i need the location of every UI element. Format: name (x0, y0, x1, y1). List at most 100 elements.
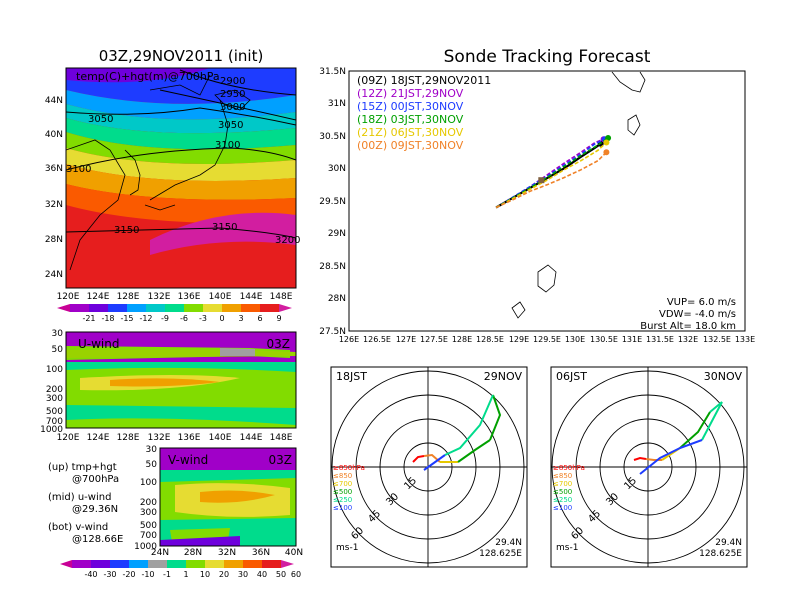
pressure-entry: ≤850 (553, 472, 572, 480)
map-lat-tick: 28N (45, 235, 63, 245)
uwind-lon-tick: 144E (240, 433, 263, 443)
uwind-lon-tick: 120E (57, 433, 80, 443)
tracking-lon-tick: 129.5E (533, 335, 561, 344)
pressure-entry: ≤850 (333, 472, 352, 480)
tracking-lat-tick: 31.5N (319, 67, 346, 77)
hodograph-1-time: 18JST (336, 370, 367, 383)
tracking-coastlines (511, 71, 646, 319)
colorbar-tick: 40 (257, 570, 267, 579)
tracking-lon-tick: 127.5E (420, 335, 448, 344)
uwind-p-tick: 700 (46, 417, 63, 427)
uwind-p-tick: 50 (52, 345, 64, 355)
hodograph-1-lat: 29.4N (495, 538, 522, 548)
vwind-label: V-wind (168, 453, 208, 467)
contour-label: 3050 (88, 114, 113, 125)
track-lines (495, 135, 612, 209)
colorbar-tick: -9 (161, 314, 169, 323)
vwind-field (160, 448, 296, 546)
map-contour-labels: 2900 2950 3000 3050 3050 3100 3100 3150 … (66, 76, 300, 246)
map-lon-tick: 140E (209, 292, 232, 302)
hodograph-2-trace (633, 401, 723, 475)
uwind-lon-tick: 140E (209, 433, 232, 443)
map-lon-tick: 136E (178, 292, 201, 302)
track-line (495, 138, 604, 209)
tracking-lon-tick: 128.5E (476, 335, 504, 344)
contour-label: 3150 (212, 222, 237, 233)
pressure-entry: ≤700 (553, 480, 572, 488)
vwind-p-tick: 300 (140, 508, 157, 518)
tracking-lon-tick: 131E (622, 335, 642, 344)
colorbar-tick: 20 (219, 570, 229, 579)
tracking-lat-tick: 31N (328, 99, 346, 109)
param-vdw: VDW= -4.0 m/s (659, 309, 736, 320)
hodograph-1-pressure-legend: ≥850hPa ≤850 ≤700 ≤500 ≤250 ≤100 (333, 464, 365, 512)
tracking-frame (348, 70, 746, 332)
uwind-p-tick: 1000 (40, 425, 63, 435)
contour-label: 3050 (218, 120, 243, 131)
vwind-p-tick: 1000 (134, 542, 157, 552)
vwind-lat-tick: 24N (151, 548, 169, 558)
vwind-p-tick: 500 (140, 521, 157, 531)
uwind-lon-tick: 124E (87, 433, 110, 443)
tracking-title: Sonde Tracking Forecast (444, 47, 651, 67)
tracking-lon-axis: 126E 126.5E 127E 127.5E 128E 128.5E 129E… (339, 335, 755, 344)
colorbar-tick: 3 (238, 314, 243, 323)
track-burst-point (603, 149, 610, 156)
tracking-lon-tick: 133E (735, 335, 755, 344)
note-mid: (mid) u-wind (48, 492, 111, 503)
legend-entry: (18Z) 03JST,30NOV (357, 113, 464, 126)
colorbar-tick: -15 (120, 314, 133, 323)
map-lat-tick: 24N (45, 270, 63, 280)
colorbar-tick: -30 (103, 570, 116, 579)
contour-label: 2950 (220, 89, 245, 100)
colorbar-tick: 10 (200, 570, 210, 579)
map-lat-axis: 44N 40N 36N 32N 28N 24N (45, 96, 63, 280)
map-title: 03Z,29NOV2011 (init) (99, 47, 264, 65)
note-mid-level: @29.36N (72, 504, 118, 515)
colorbar-tick: -18 (101, 314, 114, 323)
param-burst: Burst Alt= 18.0 km (640, 321, 736, 332)
uwind-lon-tick: 128E (117, 433, 140, 443)
colorbar-tick: -12 (139, 314, 152, 323)
tracking-lat-tick: 28.5N (319, 262, 346, 272)
pressure-entry: ≤500 (553, 488, 572, 496)
uwind-p-tick: 30 (52, 329, 64, 339)
param-vup: VUP= 6.0 m/s (667, 297, 736, 308)
uwind-lon-tick: 148E (270, 433, 293, 443)
tracking-lon-tick: 132.5E (703, 335, 731, 344)
contour-label: 3100 (215, 140, 240, 151)
hodograph-1-trace (412, 394, 502, 471)
uwind-lon-axis: 120E 124E 128E 132E 136E 140E 144E 148E (57, 433, 293, 443)
colorbar-tick: 60 (291, 570, 301, 579)
map-lat-tick: 36N (45, 164, 63, 174)
uwind-lon-tick: 136E (178, 433, 201, 443)
hodograph-2-date: 30NOV (704, 370, 743, 383)
colorbar-tick: -20 (122, 570, 135, 579)
vwind-lat-tick: 40N (285, 548, 303, 558)
vwind-lat-tick: 32N (218, 548, 236, 558)
uwind-field (66, 332, 296, 428)
tracking-lon-tick: 129E (509, 335, 529, 344)
track-line (495, 137, 609, 209)
hodograph-2-pressure-legend: ≥850hPa ≤850 ≤700 ≤500 ≤250 ≤100 (553, 464, 585, 512)
colorbar-tick: -21 (82, 314, 95, 323)
uwind-lon-tick: 132E (148, 433, 171, 443)
hodograph-1-lon: 128.625E (479, 549, 522, 559)
pressure-entry: ≤100 (333, 504, 352, 512)
vwind-lat-axis: 24N 28N 32N 36N 40N (151, 548, 303, 558)
map-lat-tick: 40N (45, 130, 63, 140)
uwind-frame (65, 331, 297, 429)
tracking-lon-tick: 130.5E (590, 335, 618, 344)
note-bot: (bot) v-wind (48, 522, 108, 533)
note-up: (up) tmp+hgt (48, 462, 117, 473)
pressure-entry: ≤100 (553, 504, 572, 512)
hodograph-2-rings (551, 367, 747, 567)
tracking-lat-tick: 27.5N (319, 327, 346, 337)
tracking-lon-tick: 132E (678, 335, 698, 344)
pressure-entry: ≤700 (333, 480, 352, 488)
tracking-lon-tick: 127E (396, 335, 416, 344)
tracking-lon-tick: 130E (565, 335, 585, 344)
map-lon-tick: 124E (87, 292, 110, 302)
map-lon-tick: 120E (57, 292, 80, 302)
map-lon-tick: 132E (148, 292, 171, 302)
